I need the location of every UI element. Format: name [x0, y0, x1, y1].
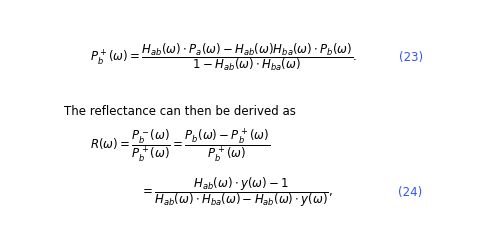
Text: The reflectance can then be derived as: The reflectance can then be derived as — [64, 105, 296, 118]
Text: (23): (23) — [398, 51, 423, 64]
Text: $P^+_b(\omega) = \dfrac{H_{ab}(\omega) \cdot P_a(\omega) - H_{ab}(\omega)H_{ba}(: $P^+_b(\omega) = \dfrac{H_{ab}(\omega) \… — [90, 42, 357, 73]
Text: $R(\omega) = \dfrac{P^-_b(\omega)}{P^+_b(\omega)} = \dfrac{P_b(\omega) - P^+_b(\: $R(\omega) = \dfrac{P^-_b(\omega)}{P^+_b… — [90, 128, 270, 164]
Text: $= \dfrac{H_{ab}(\omega) \cdot y(\omega) - 1}{H_{ab}(\omega) \cdot H_{ba}(\omega: $= \dfrac{H_{ab}(\omega) \cdot y(\omega)… — [140, 175, 333, 209]
Text: (24): (24) — [398, 186, 423, 199]
